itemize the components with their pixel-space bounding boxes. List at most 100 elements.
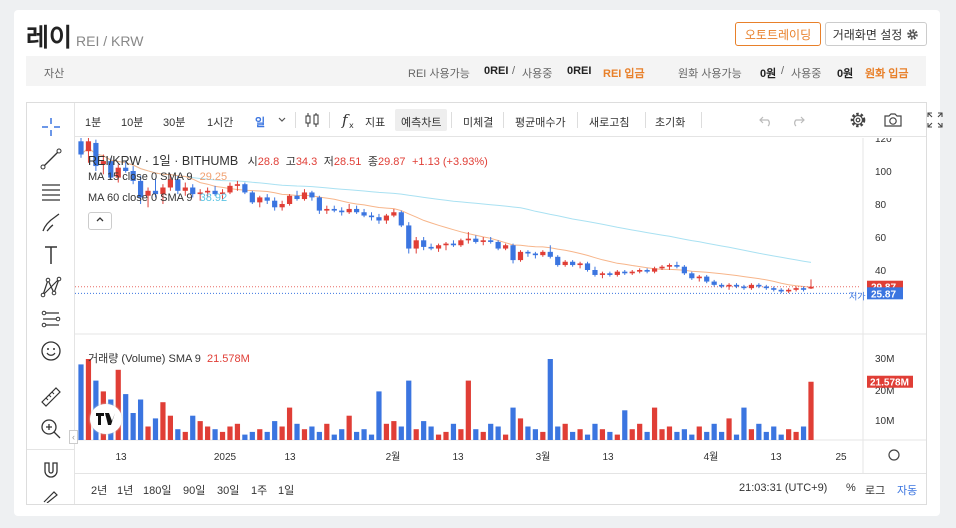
- refresh-button[interactable]: 새로고침: [589, 117, 630, 129]
- candle-body: [681, 266, 687, 274]
- drawing-toolbar: [27, 103, 75, 504]
- volume-bar: [279, 426, 285, 440]
- legend-close: 29.87: [377, 156, 406, 168]
- candle-body: [562, 261, 568, 266]
- candle-body: [651, 268, 658, 272]
- legend-collapse-button[interactable]: [88, 212, 112, 230]
- title-row: 레이 REI / KRW: [26, 18, 143, 52]
- krw-deposit-link[interactable]: 원화 입금: [865, 68, 909, 80]
- pencil-icon[interactable]: [39, 489, 63, 503]
- candle-body: [205, 190, 211, 193]
- range-90d[interactable]: 90일: [183, 485, 206, 497]
- candle-body: [175, 179, 181, 191]
- candle-body: [339, 210, 345, 213]
- volume-bar: [592, 423, 598, 440]
- volume-bar: [644, 431, 650, 440]
- range-30d[interactable]: 30일: [217, 485, 240, 497]
- interval-1h[interactable]: 1시간: [207, 117, 234, 129]
- redo-icon[interactable]: [791, 113, 805, 127]
- prediction-icon[interactable]: [39, 307, 63, 331]
- interval-day[interactable]: 일: [255, 117, 266, 129]
- candle-body: [450, 243, 457, 246]
- reset-button[interactable]: 초기화: [655, 117, 686, 129]
- fullscreen-icon[interactable]: [927, 112, 943, 128]
- candle-body: [435, 245, 442, 249]
- price-chart[interactable]: 12010080604030M20M10M12529.8725.87고가저가21…: [75, 138, 926, 473]
- time-tick-label: 2025: [214, 452, 237, 463]
- candle-body: [421, 240, 427, 247]
- volume-bar: [160, 402, 166, 440]
- candle-body: [368, 215, 375, 218]
- volume-bar: [264, 431, 270, 440]
- auto-trade-button[interactable]: 오토트레이딩: [735, 22, 821, 46]
- auto-toggle[interactable]: 자동: [897, 485, 918, 497]
- volume-label: 거래량 (Volume) SMA 9: [88, 353, 201, 365]
- forecast-chart-button[interactable]: 예측차트: [395, 109, 448, 131]
- percent-toggle[interactable]: %: [846, 482, 856, 494]
- volume-bar: [577, 429, 583, 440]
- volume-bar: [383, 423, 390, 440]
- candle-body: [644, 270, 650, 272]
- price-tick-label: 100: [875, 167, 892, 178]
- axis-settings-icon[interactable]: [888, 449, 900, 461]
- volume-bar: [167, 415, 173, 440]
- avg-price-button[interactable]: 평균매수가: [515, 117, 566, 129]
- ruler-icon[interactable]: [39, 385, 63, 409]
- settings-icon[interactable]: [849, 111, 867, 129]
- interval-10m[interactable]: 10분: [121, 117, 144, 129]
- chevron-down-icon[interactable]: [277, 116, 287, 124]
- text-icon[interactable]: [39, 243, 63, 267]
- candle-body: [78, 141, 84, 155]
- volume-bar: [666, 426, 673, 440]
- trend-line-icon[interactable]: [39, 147, 63, 171]
- candle-body: [480, 240, 486, 242]
- range-1w[interactable]: 1주: [251, 485, 268, 497]
- asset-label: 자산: [44, 68, 65, 80]
- rei-deposit-link[interactable]: REI 입금: [603, 68, 645, 80]
- interval-1m[interactable]: 1분: [85, 117, 102, 129]
- range-1d[interactable]: 1일: [278, 485, 295, 497]
- range-180d[interactable]: 180일: [143, 485, 172, 497]
- pattern-icon[interactable]: [39, 275, 63, 299]
- volume-bar: [309, 426, 315, 440]
- log-toggle[interactable]: 로그: [865, 485, 886, 497]
- volume-bar: [584, 434, 591, 440]
- magnet-icon[interactable]: [39, 459, 63, 483]
- interval-30m[interactable]: 30분: [163, 117, 186, 129]
- legend-high-label: 고: [285, 156, 296, 168]
- scroll-left-icon[interactable]: ‹: [69, 430, 78, 444]
- legend-open-label: 시: [247, 156, 258, 168]
- candle-body: [726, 284, 732, 287]
- candle-body: [458, 240, 464, 246]
- range-1y[interactable]: 1년: [117, 485, 134, 497]
- time-tick-label: 13: [284, 452, 296, 463]
- candle-body: [495, 241, 501, 249]
- candle-body: [614, 271, 620, 275]
- tool-divider: [27, 449, 75, 450]
- emoji-icon[interactable]: [39, 339, 63, 363]
- candle-body: [197, 192, 203, 195]
- ma60-line: [80, 147, 812, 263]
- indicator-button[interactable]: 지표: [365, 117, 386, 129]
- camera-icon[interactable]: [883, 111, 903, 129]
- zoom-in-icon[interactable]: [39, 417, 63, 441]
- candle-type-icon[interactable]: [303, 111, 321, 129]
- volume-bar: [145, 426, 151, 440]
- volume-tag-bg: [867, 375, 913, 388]
- volume-bar: [152, 418, 159, 440]
- unfilled-button[interactable]: 미체결: [463, 117, 494, 129]
- candle-body: [145, 190, 151, 196]
- candle-body: [391, 212, 397, 216]
- ma15-label: MA 15 close 0 SMA 9: [88, 171, 193, 183]
- candle-body: [316, 197, 322, 211]
- fib-lines-icon[interactable]: [39, 179, 63, 203]
- candle-body: [301, 192, 308, 200]
- screen-settings-button[interactable]: 거래화면 설정: [825, 22, 927, 46]
- coin-pair: REI / KRW: [76, 33, 144, 49]
- range-2y[interactable]: 2년: [91, 485, 108, 497]
- brush-icon[interactable]: [39, 211, 63, 235]
- crosshair-icon[interactable]: [39, 115, 63, 139]
- undo-icon[interactable]: [759, 113, 773, 127]
- volume-bar: [704, 431, 710, 440]
